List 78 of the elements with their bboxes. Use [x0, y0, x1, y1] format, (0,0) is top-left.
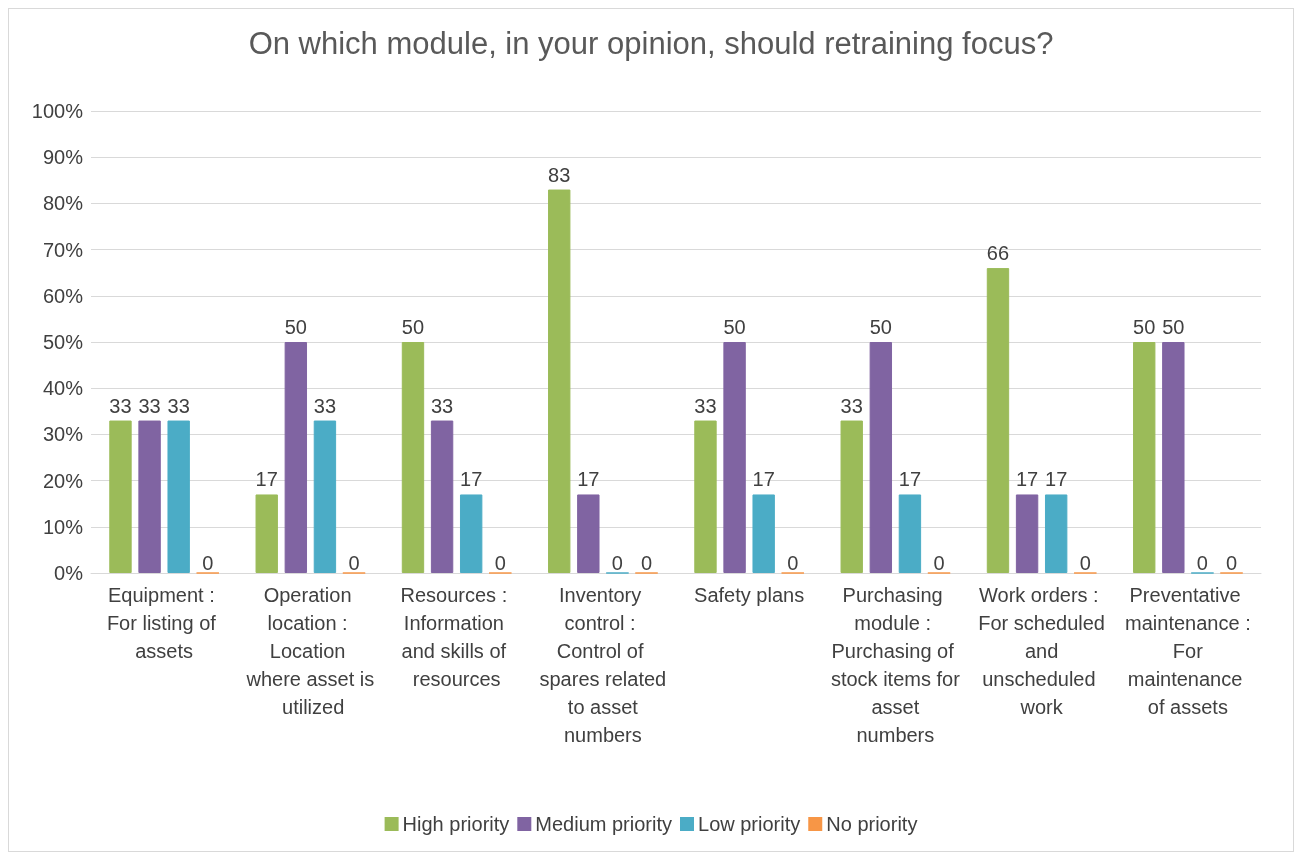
- bar: [1162, 342, 1185, 573]
- data-label: 17: [255, 468, 278, 491]
- data-label: 50: [1133, 316, 1156, 338]
- bar: [1044, 494, 1068, 573]
- data-label: 0: [1225, 551, 1238, 574]
- bar: [752, 494, 775, 573]
- y-tick-label: 90%: [42, 146, 84, 169]
- y-tick-label: 50%: [42, 331, 84, 353]
- data-label: 50: [723, 316, 746, 338]
- data-label: 0: [611, 551, 623, 574]
- data-label: 33: [138, 394, 161, 417]
- data-label: 0: [494, 551, 506, 574]
- data-label: 33: [109, 394, 132, 417]
- bar: [723, 342, 746, 573]
- bar: [694, 420, 717, 573]
- y-tick-label: 40%: [42, 377, 84, 400]
- y-tick-label: 0%: [54, 562, 84, 584]
- data-label: 33: [840, 394, 863, 417]
- x-tick-label: Resources : Information and skills of resources: [400, 584, 513, 690]
- data-label: 0: [787, 551, 799, 574]
- data-label: 0: [933, 551, 945, 574]
- x-tick-label: Equipment : For listing of assets: [106, 584, 222, 662]
- data-label: 17: [898, 468, 922, 491]
- y-tick-label: 80%: [42, 192, 84, 215]
- bar: [898, 494, 922, 573]
- legend-label: No priority: [826, 813, 918, 835]
- data-label: 50: [284, 316, 307, 338]
- x-tick-label: Preventative maintenance : For maintenance of assets: [1125, 584, 1251, 718]
- data-label: 17: [1015, 468, 1039, 491]
- data-label: 0: [348, 551, 360, 574]
- data-label: 50: [401, 316, 425, 338]
- bar: [577, 494, 600, 573]
- bar: [1015, 494, 1039, 573]
- bar: [869, 342, 893, 573]
- x-tick-label: Purchasing module : Purchasing of stock items for asset numbers: [830, 584, 961, 746]
- chart-title: On which module, in your opinion, should retraining focus?: [248, 26, 1054, 61]
- data-label: 17: [752, 468, 775, 491]
- bar: [138, 420, 161, 573]
- y-tick-label: 60%: [42, 284, 84, 307]
- legend-label: Medium priority: [535, 813, 673, 835]
- bar: [167, 420, 190, 573]
- data-label: 0: [202, 551, 214, 574]
- x-tick-label: Operation location : Location where asset is utilized: [245, 584, 375, 718]
- legend-label: Low priority: [698, 813, 801, 835]
- bar: [284, 342, 308, 573]
- data-label: 66: [986, 242, 1010, 265]
- data-label: 33: [167, 394, 190, 417]
- data-label: 17: [577, 468, 600, 491]
- data-label: 0: [1196, 551, 1208, 574]
- bar: [401, 342, 425, 573]
- x-tick-label: Inventory control : Control of spares related to asset numbers: [539, 584, 667, 746]
- data-label: 83: [548, 163, 571, 186]
- y-tick-label: 100%: [31, 100, 84, 122]
- bar: [109, 420, 132, 573]
- bar: [548, 189, 571, 573]
- data-label: 50: [869, 316, 892, 338]
- bar: [430, 420, 454, 573]
- bar: [255, 494, 278, 573]
- data-label: 17: [460, 468, 483, 491]
- bar: [313, 420, 337, 573]
- y-tick-label: 70%: [42, 238, 84, 261]
- data-label: 33: [430, 394, 454, 417]
- bar: [459, 494, 483, 573]
- data-label: 33: [694, 394, 717, 417]
- data-label: 33: [313, 394, 337, 417]
- y-tick-label: 10%: [42, 515, 84, 538]
- data-label: 50: [1162, 316, 1185, 338]
- legend-label: High priority: [402, 813, 510, 835]
- x-tick-label: Safety plans: [694, 584, 805, 606]
- bar: [986, 268, 1010, 573]
- bar: [840, 420, 863, 573]
- y-tick-label: 30%: [42, 423, 84, 446]
- y-tick-label: 20%: [42, 469, 84, 492]
- data-label: 0: [640, 551, 653, 574]
- data-label: 0: [1079, 551, 1091, 574]
- bar: [1133, 342, 1156, 573]
- data-label: 17: [1045, 468, 1068, 491]
- x-tick-label: Work orders : For scheduled and unscheduled work: [978, 584, 1105, 718]
